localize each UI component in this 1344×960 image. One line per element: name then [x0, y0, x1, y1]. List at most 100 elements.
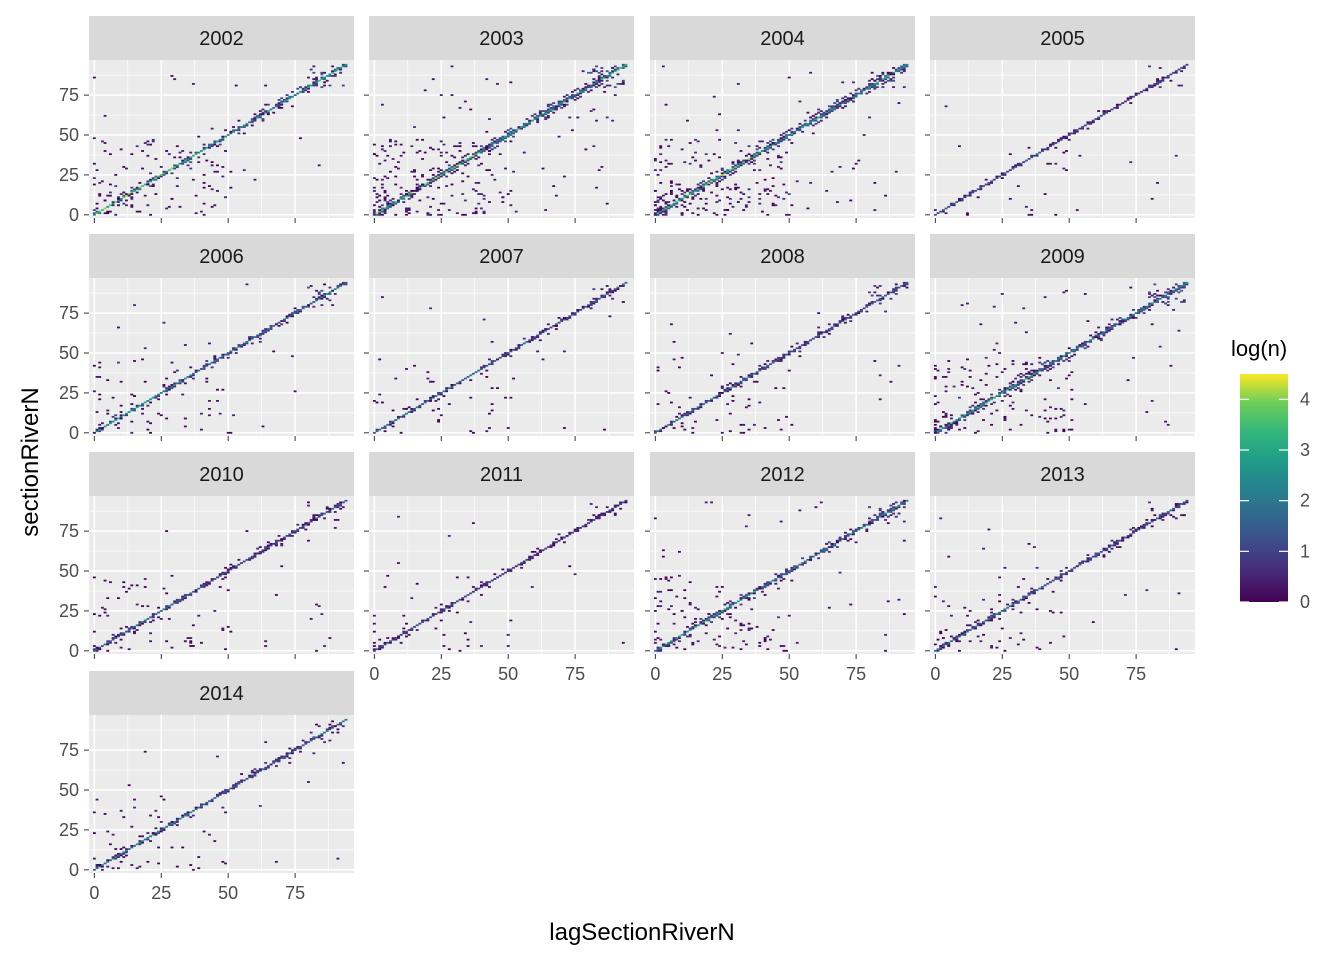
heatmap-cell — [691, 627, 695, 630]
heatmap-cell — [253, 552, 257, 555]
heatmap-cell — [726, 186, 730, 189]
heatmap-cell — [175, 598, 179, 601]
heatmap-cell — [811, 124, 815, 127]
heatmap-cell — [498, 153, 502, 156]
heatmap-cell — [742, 159, 746, 162]
heatmap-cell — [154, 396, 158, 399]
heatmap-cell — [868, 302, 871, 305]
heatmap-cell — [1049, 364, 1052, 367]
heatmap-cell — [1126, 318, 1130, 321]
heatmap-cell — [822, 549, 826, 552]
heatmap-cell — [135, 629, 139, 631]
heatmap-cell — [288, 95, 292, 98]
heatmap-cell — [771, 579, 775, 582]
heatmap-cell — [902, 503, 906, 505]
heatmap-cell — [712, 396, 716, 399]
heatmap-cell — [1078, 344, 1082, 346]
heatmap-cell — [1164, 294, 1167, 297]
heatmap-cell — [699, 404, 703, 407]
heatmap-cell — [538, 113, 542, 116]
heatmap-cell — [261, 331, 265, 334]
heatmap-cell — [445, 387, 449, 390]
heatmap-cell — [258, 769, 262, 772]
heatmap-cell — [963, 632, 967, 635]
heatmap-cell — [811, 337, 815, 340]
heatmap-cell — [766, 584, 770, 587]
heatmap-cell — [434, 627, 438, 630]
heatmap-cell — [801, 344, 805, 346]
heatmap-cell — [669, 191, 673, 194]
heatmap-cell — [143, 401, 147, 404]
heatmap-cell — [984, 399, 988, 402]
heatmap-cell — [976, 407, 980, 410]
heatmap-cells — [653, 63, 909, 216]
heatmap-cell — [865, 310, 869, 313]
heatmap-cell — [178, 817, 182, 820]
heatmap-cell — [506, 134, 510, 136]
heatmap-cell — [1185, 281, 1189, 284]
heatmap-cell — [995, 363, 999, 366]
heatmap-cell — [1180, 84, 1184, 87]
heatmap-cell — [525, 558, 529, 561]
heatmap-cell — [605, 202, 609, 205]
heatmap-cell — [1024, 331, 1028, 334]
heatmap-cells — [372, 281, 628, 434]
heatmap-cell — [995, 376, 999, 378]
heatmap-cell — [870, 294, 874, 297]
heatmap-cell — [221, 355, 225, 358]
heatmap-cell — [680, 415, 684, 418]
heatmap-cell — [522, 337, 526, 340]
heatmap-cell — [669, 138, 673, 141]
heatmap-cell — [752, 592, 756, 595]
heatmap-cell — [554, 324, 558, 327]
heatmap-cell — [290, 530, 294, 533]
heatmap-cell — [509, 127, 513, 130]
heatmap-cell — [143, 586, 147, 588]
heatmap-cell — [277, 102, 281, 104]
heatmap-cell — [130, 153, 134, 156]
heatmap-cell — [277, 106, 281, 109]
heatmap-cell — [952, 637, 956, 639]
heatmap-cell — [1150, 509, 1154, 512]
heatmap-cell — [669, 181, 673, 184]
heatmap-cell — [1051, 363, 1055, 366]
heatmap-cell — [562, 350, 566, 353]
heatmap-cell — [143, 750, 147, 753]
heatmap-cell — [603, 75, 606, 77]
heatmap-cell — [402, 196, 406, 199]
heatmap-cell — [315, 83, 318, 85]
heatmap-cell — [325, 506, 329, 509]
heatmap-cell — [208, 146, 211, 149]
heatmap-cell — [189, 156, 193, 159]
heatmap-cell — [1027, 542, 1031, 545]
heatmap-cell — [653, 649, 657, 652]
heatmap-cells — [653, 499, 909, 652]
heatmap-cell — [1166, 511, 1170, 513]
heatmap-cell — [331, 731, 335, 734]
heatmap-cell — [490, 174, 494, 176]
heatmap-cell — [299, 310, 302, 313]
heatmap-cell — [242, 124, 246, 127]
heatmap-cell — [504, 355, 507, 358]
heatmap-cell — [1161, 514, 1165, 517]
heatmap-cell — [739, 385, 743, 388]
heatmap-cell — [461, 161, 465, 164]
heatmap-cell — [325, 511, 329, 513]
heatmap-cell — [777, 576, 780, 579]
heatmap-cell — [119, 860, 123, 863]
heatmap-cell — [947, 643, 951, 646]
heatmap-cell — [1129, 317, 1133, 319]
heatmap-cell — [315, 517, 318, 520]
heatmap-cell — [739, 629, 743, 631]
heatmap-cell — [868, 517, 871, 520]
heatmap-cell — [613, 506, 617, 509]
heatmap-cell — [372, 153, 376, 156]
heatmap-cell — [450, 602, 454, 604]
heatmap-cell — [653, 212, 657, 215]
heatmap-cell — [1000, 172, 1004, 175]
heatmap-cell — [108, 843, 112, 846]
heatmap-cell — [151, 396, 155, 399]
heatmap-cell — [183, 814, 187, 817]
heatmap-cell — [117, 635, 120, 638]
heatmap-cell — [990, 396, 994, 399]
